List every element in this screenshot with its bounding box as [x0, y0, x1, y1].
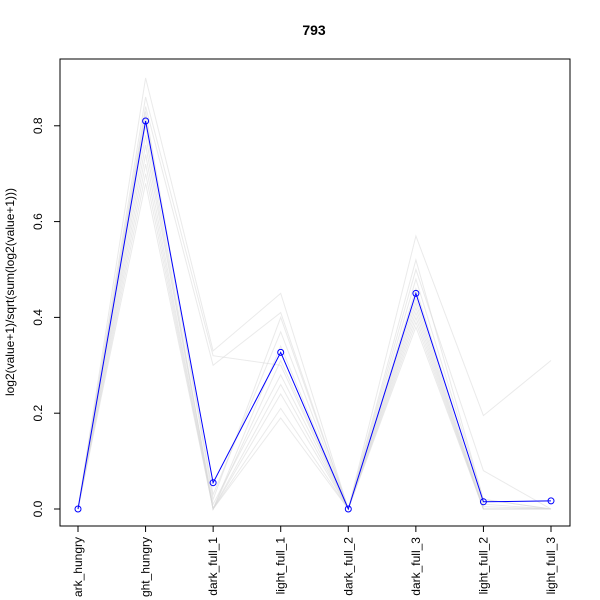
background-series-line: [77, 106, 552, 511]
chart-title: 793: [302, 22, 326, 38]
x-tick-label: light_full_1: [274, 537, 288, 595]
highlight-point: [74, 505, 82, 513]
highlight-point: [142, 117, 150, 125]
background-series-line: [77, 183, 551, 511]
highlight-point: [277, 348, 285, 356]
background-series-group: [77, 77, 552, 511]
highlight-point: [344, 505, 352, 513]
highlight-point: [479, 498, 487, 506]
y-axis-title: log2(value+1)/sqrt(sum(log2(value+1))): [3, 188, 17, 396]
highlight-point: [209, 479, 217, 487]
y-axis: 0.0 0.2 0.4 0.6 0.8: [31, 117, 60, 517]
x-tick-label: ark_hungry: [71, 537, 85, 597]
background-series-line: [77, 77, 552, 511]
background-series-line: [77, 111, 552, 511]
plot-frame: [59, 58, 571, 527]
y-tick-label: 0.4: [31, 309, 45, 326]
x-tick-label: ght_hungry: [139, 537, 153, 597]
x-tick-label: light_full_2: [476, 537, 490, 595]
highlight-series-line: [77, 120, 552, 511]
highlight-series-group: [74, 117, 555, 513]
background-series-line: [77, 125, 552, 511]
highlight-point: [547, 497, 555, 505]
y-tick-label: 0.8: [31, 117, 45, 134]
x-tick-label: dark_full_2: [341, 537, 355, 596]
y-tick-label: 0.0: [31, 500, 45, 517]
highlight-point: [412, 289, 420, 297]
y-tick-label: 0.6: [31, 213, 45, 230]
background-series-line: [77, 96, 552, 511]
x-axis: ark_hungry ght_hungry dark_full_1 light_ful…: [71, 526, 558, 597]
x-tick-label: dark_full_3: [409, 537, 423, 596]
x-tick-label: dark_full_1: [206, 537, 220, 596]
x-tick-label: light_full_3: [544, 537, 558, 595]
y-tick-label: 0.2: [31, 405, 45, 422]
